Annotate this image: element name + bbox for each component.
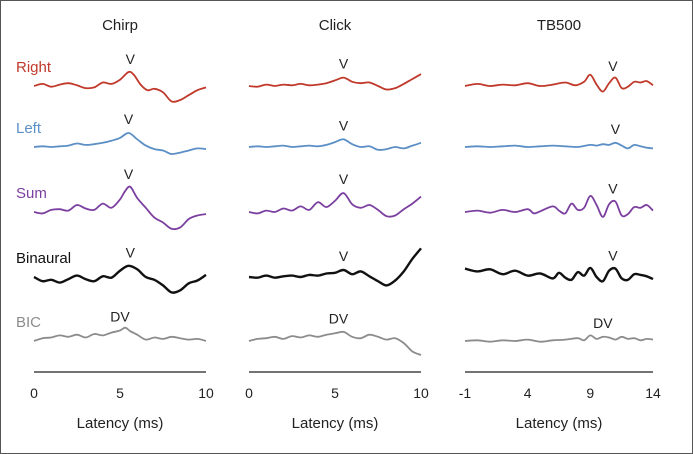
row-label-sum: Sum [16, 185, 47, 202]
wave-v-marker: V [339, 117, 349, 133]
wave-dv-marker: DV [110, 309, 130, 325]
trace-sum [33, 185, 207, 231]
wave-v-marker: V [608, 247, 618, 263]
panel-title: Chirp [102, 17, 138, 34]
x-axis-label: Latency (ms) [516, 415, 603, 432]
trace-right [33, 70, 207, 103]
trace-left [33, 132, 207, 155]
wave-v-marker: V [126, 51, 136, 67]
x-tick-label: 9 [586, 385, 594, 401]
trace-left [464, 141, 654, 150]
x-tick-label: 14 [645, 385, 661, 401]
trace-sum [464, 195, 654, 218]
x-tick-label: 10 [413, 385, 429, 401]
trace-sum [248, 192, 422, 218]
panel-chirp: Chirp V V V V DV 0 5 10 Latency (ms) [30, 17, 214, 432]
row-label-bic: BIC [16, 314, 41, 331]
row-label-left: Left [16, 120, 42, 137]
panel-click: Click V V V V DV 0 5 10 Latency (ms) [245, 17, 429, 432]
x-tick-label: 4 [524, 385, 532, 401]
wave-v-marker: V [126, 245, 136, 261]
trace-right [464, 73, 654, 93]
wave-v-marker: V [339, 56, 349, 72]
trace-binaural [33, 264, 207, 294]
wave-v-marker: V [124, 166, 134, 182]
row-label-right: Right [16, 59, 52, 76]
trace-bic [33, 326, 207, 342]
wave-v-marker: V [124, 111, 134, 127]
trace-left [248, 138, 422, 151]
wave-dv-marker: DV [329, 311, 349, 327]
trace-binaural [464, 266, 654, 283]
panel-title: Click [319, 17, 352, 34]
x-tick-label: 0 [245, 385, 253, 401]
trace-bic [248, 330, 422, 356]
wave-dv-marker: DV [593, 315, 613, 331]
trace-bic [464, 334, 654, 343]
x-axis-label: Latency (ms) [77, 415, 164, 432]
trace-binaural [248, 247, 422, 287]
x-tick-label: 10 [198, 385, 214, 401]
row-label-binaural: Binaural [16, 250, 71, 267]
trace-right [248, 73, 422, 91]
x-tick-label: -1 [459, 385, 472, 401]
x-tick-label: 0 [30, 385, 38, 401]
x-axis-label: Latency (ms) [292, 415, 379, 432]
wave-v-marker: V [608, 58, 618, 74]
panel-title: TB500 [537, 17, 581, 34]
x-tick-label: 5 [331, 385, 339, 401]
wave-v-marker: V [339, 171, 349, 187]
wave-v-marker: V [339, 248, 349, 264]
x-tick-label: 5 [116, 385, 124, 401]
wave-v-marker: V [608, 181, 618, 197]
panel-tb500: TB500 V V V V DV -1 4 9 14 Latency (ms) [459, 17, 661, 432]
wave-v-marker: V [611, 121, 621, 137]
